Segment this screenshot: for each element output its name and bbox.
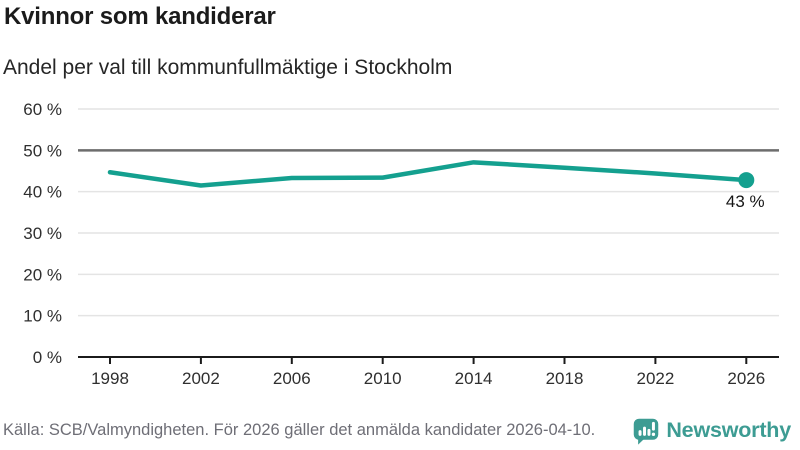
y-tick-label: 20 % [23, 265, 62, 284]
line-chart: 0 % 10 % 20 % 30 % 40 % 50 % 60 % 1998 2002 2006 2… [23, 100, 779, 388]
x-tick-label: 2022 [636, 369, 674, 388]
x-tick-label: 2006 [273, 369, 311, 388]
y-tick-label: 50 % [23, 141, 62, 160]
y-tick-label: 30 % [23, 224, 62, 243]
y-tick-label: 60 % [23, 100, 62, 119]
y-tick-label: 0 % [33, 348, 62, 367]
footer: Källa: SCB/Valmyndigheten. För 2026 gäll… [0, 411, 800, 450]
newsworthy-wordmark: Newsworthy [666, 418, 791, 442]
x-tick-label: 2018 [546, 369, 584, 388]
newsworthy-logo[interactable]: Newsworthy [632, 417, 800, 445]
end-point-marker [738, 172, 755, 189]
y-tick-label: 40 % [23, 183, 62, 202]
chart-subtitle: Andel per val till kommunfullmäktige i S… [3, 56, 453, 79]
x-tick-label: 2002 [182, 369, 220, 388]
y-tick-label: 10 % [23, 307, 62, 326]
end-value-label: 43 % [726, 192, 765, 211]
x-tick-label: 1998 [91, 369, 129, 388]
x-tick-label: 2026 [727, 369, 765, 388]
data-line [107, 160, 749, 188]
x-tick-label: 2010 [364, 369, 402, 388]
x-tick-label: 2014 [455, 369, 493, 388]
newsworthy-bubble-chart-icon [634, 418, 659, 445]
source-note: Källa: SCB/Valmyndigheten. För 2026 gäll… [3, 421, 596, 439]
chart-title: Kvinnor som kandiderar [4, 3, 276, 30]
